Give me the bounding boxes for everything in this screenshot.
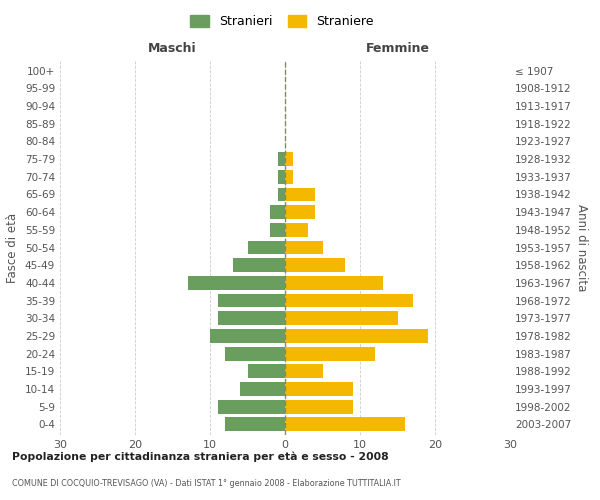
Bar (225, 346, 285, 360)
Legend: Stranieri, Straniere: Stranieri, Straniere (187, 11, 377, 32)
Text: Popolazione per cittadinanza straniera per età e sesso - 2008: Popolazione per cittadinanza straniera p… (12, 452, 389, 462)
Y-axis label: Fasce di età: Fasce di età (7, 212, 19, 282)
Bar (285, 223, 308, 236)
Bar (285, 364, 323, 378)
Y-axis label: Anni di nascita: Anni di nascita (575, 204, 588, 291)
Text: Maschi: Maschi (148, 42, 197, 54)
Bar (218, 294, 285, 308)
Bar (285, 152, 293, 166)
Bar (285, 240, 323, 254)
Bar (277, 188, 285, 202)
Bar (285, 276, 383, 290)
Bar (285, 346, 375, 360)
Bar (285, 400, 353, 413)
Bar (285, 188, 315, 202)
Bar (285, 170, 293, 183)
Bar (285, 418, 405, 432)
Bar (285, 382, 353, 396)
Bar (248, 240, 285, 254)
Bar (270, 205, 285, 219)
Bar (285, 312, 398, 325)
Bar (187, 276, 285, 290)
Bar (218, 312, 285, 325)
Bar (248, 364, 285, 378)
Bar (210, 329, 285, 343)
Bar (233, 258, 285, 272)
Bar (218, 400, 285, 413)
Bar (285, 205, 315, 219)
Bar (277, 152, 285, 166)
Bar (225, 418, 285, 432)
Bar (240, 382, 285, 396)
Bar (277, 170, 285, 183)
Bar (285, 294, 413, 308)
Text: Femmine: Femmine (365, 42, 430, 54)
Bar (285, 329, 427, 343)
Text: COMUNE DI COCQUIO-TREVISAGO (VA) - Dati ISTAT 1° gennaio 2008 - Elaborazione TUT: COMUNE DI COCQUIO-TREVISAGO (VA) - Dati … (12, 478, 401, 488)
Bar (285, 258, 345, 272)
Bar (270, 223, 285, 236)
